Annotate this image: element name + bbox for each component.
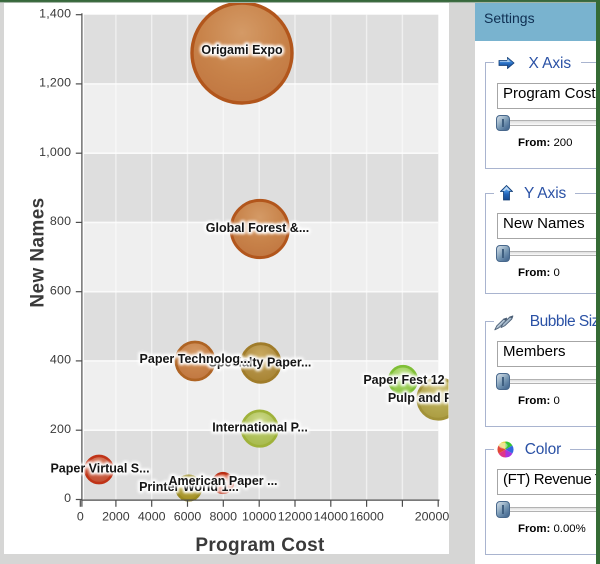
svg-text:Paper Technolog...: Paper Technolog... [140,352,251,366]
svg-text:16000: 16000 [349,510,384,524]
svg-text:4000: 4000 [138,510,166,524]
svg-text:Specialty Paper...: Specialty Paper... [209,356,312,370]
svg-text:Paper Fest 12: Paper Fest 12 [363,373,444,387]
svg-text:Paper Fest 12: Paper Fest 12 [363,373,444,387]
svg-text:800: 800 [50,214,71,228]
svg-text:0: 0 [64,491,71,505]
svg-text:Paper Virtual S...: Paper Virtual S... [50,462,149,476]
svg-text:8000: 8000 [210,510,238,524]
svg-text:Program Cost: Program Cost [195,535,325,556]
svg-text:1,200: 1,200 [39,76,71,90]
svg-text:Origami Expo: Origami Expo [201,43,283,57]
svg-text:200: 200 [50,422,71,436]
svg-text:6000: 6000 [174,510,202,524]
svg-text:0: 0 [77,510,84,524]
svg-text:14000: 14000 [314,510,349,524]
svg-text:10000: 10000 [242,510,277,524]
svg-text:Paper Technolog...: Paper Technolog... [140,352,251,366]
svg-text:Pulp and Paper...: Pulp and Paper... [388,391,489,405]
svg-text:International P...: International P... [212,421,308,435]
svg-text:Pulp and Paper...: Pulp and Paper... [388,391,489,405]
svg-text:Specialty Paper...: Specialty Paper... [209,356,312,370]
svg-text:Global Forest &...: Global Forest &... [206,221,310,235]
svg-text:400: 400 [50,353,71,367]
svg-text:1,000: 1,000 [39,145,71,159]
svg-text:12000: 12000 [278,510,313,524]
svg-text:600: 600 [50,283,71,297]
svg-text:New Names: New Names [28,197,49,307]
svg-text:Global Forest &...: Global Forest &... [206,221,310,235]
svg-text:2000: 2000 [102,510,130,524]
svg-text:Origami Expo: Origami Expo [201,43,283,57]
svg-text:American Paper ...: American Paper ... [168,474,277,488]
svg-text:Printer World 1...: Printer World 1... [139,480,239,494]
svg-text:International P...: International P... [212,421,308,435]
svg-text:20000: 20000 [415,510,450,524]
svg-text:American Paper ...: American Paper ... [168,474,277,488]
svg-text:1,400: 1,400 [39,6,71,20]
svg-text:Paper Virtual S...: Paper Virtual S... [50,462,149,476]
svg-text:Printer World 1...: Printer World 1... [139,480,239,494]
